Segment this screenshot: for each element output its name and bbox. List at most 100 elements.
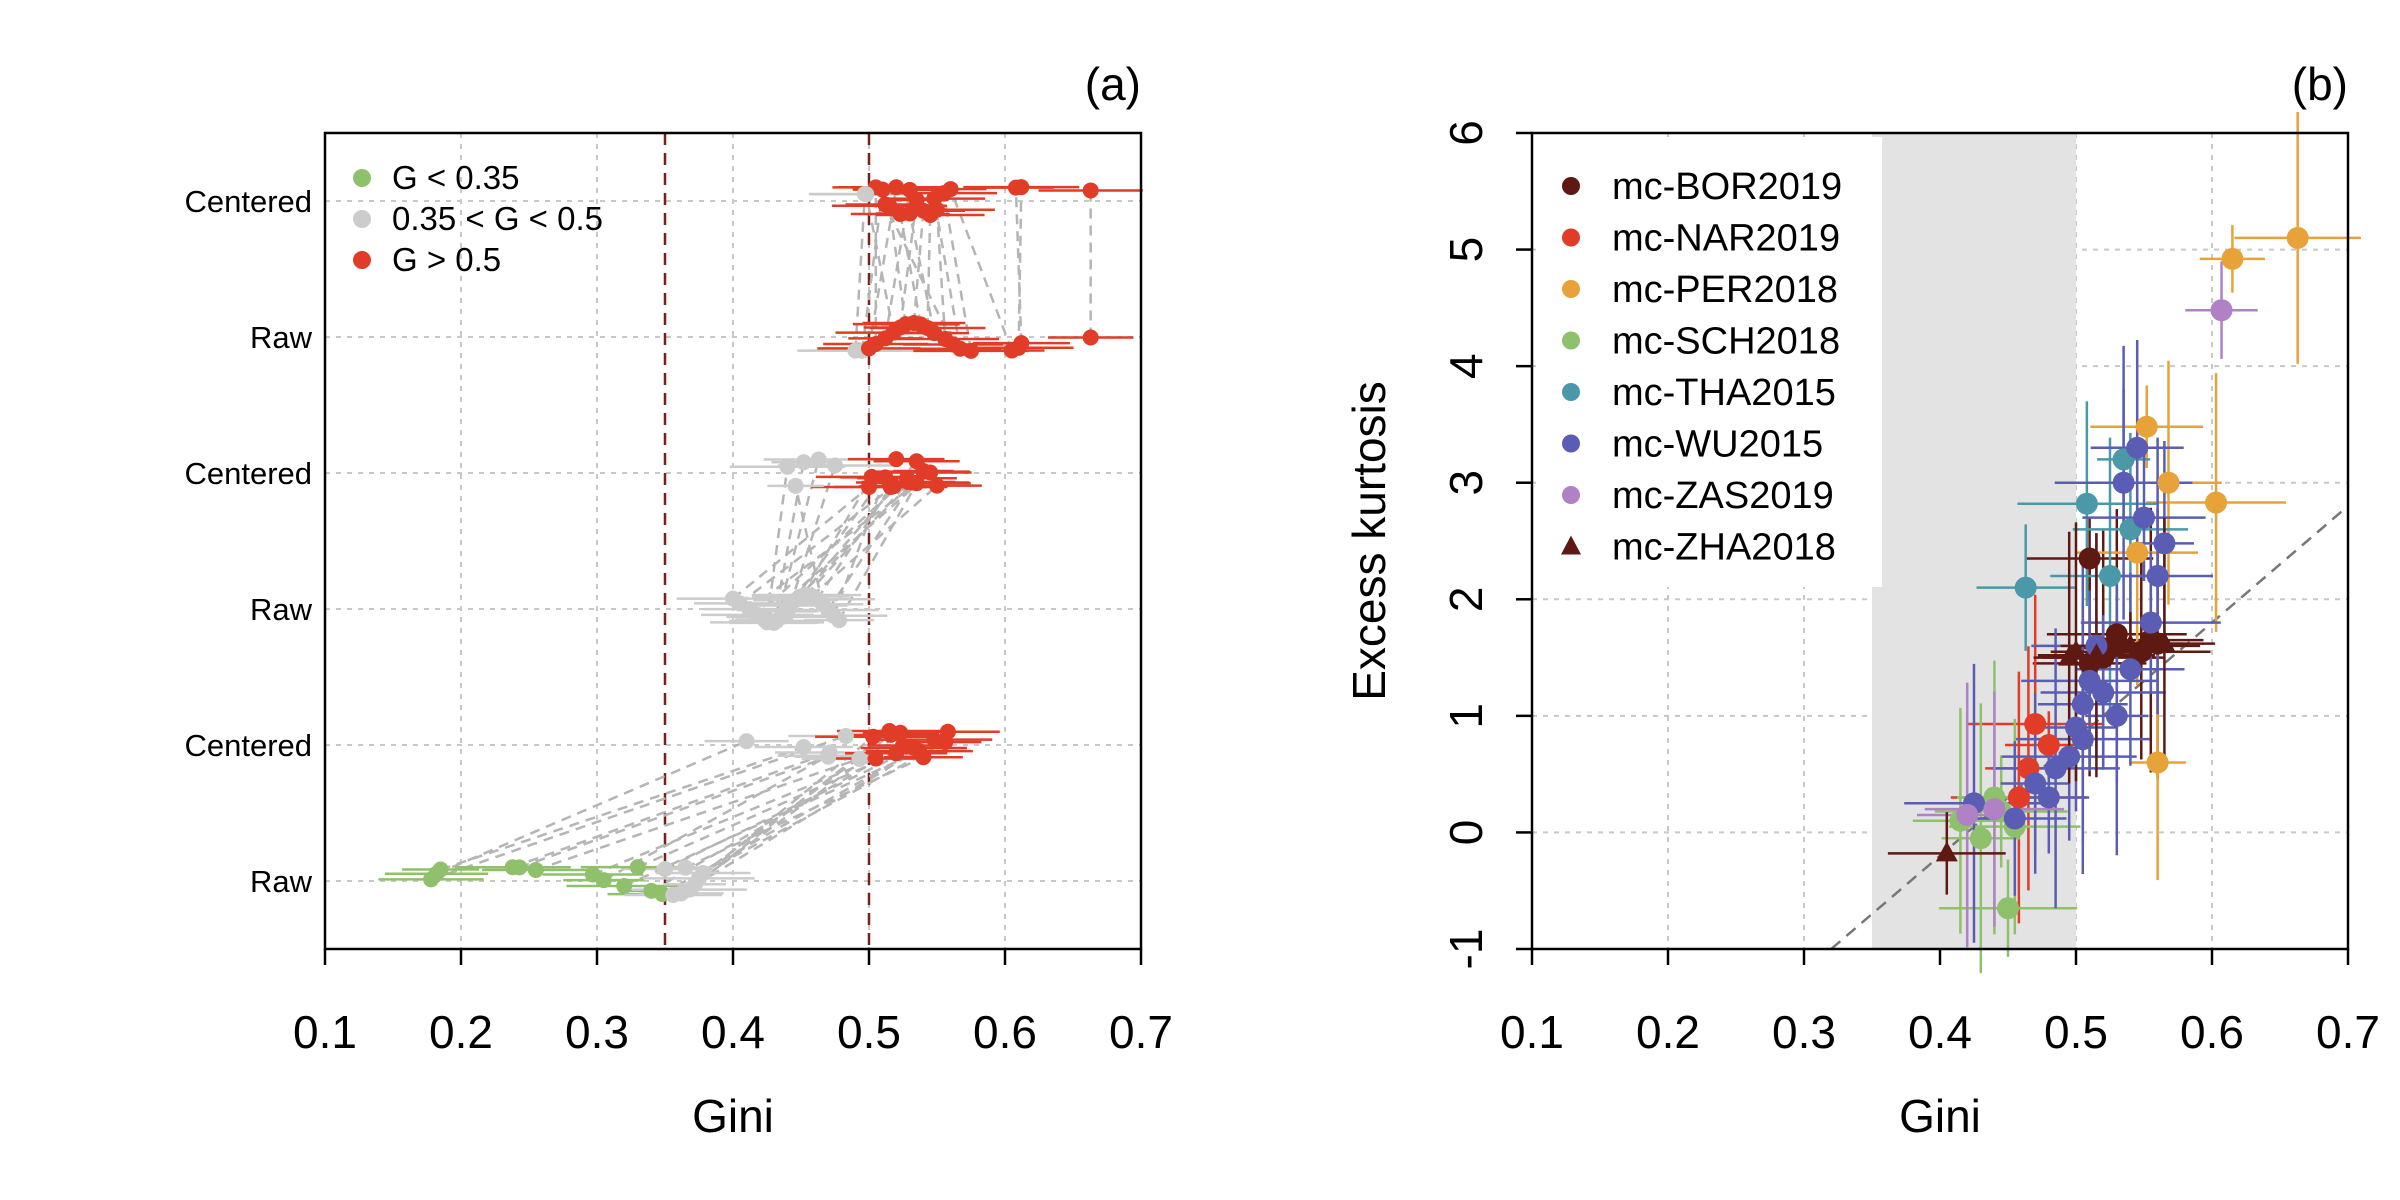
panel-b-point: [2126, 541, 2149, 564]
panel-a-point: [942, 181, 959, 198]
panel-b-x-tick-label: 0.7: [2316, 1006, 2380, 1058]
panel-b-legend-box: [1536, 137, 1882, 587]
panel-b-point: [2024, 713, 2047, 736]
panel-b-point: [2105, 704, 2128, 727]
panel-b-point: [2119, 658, 2142, 681]
panel-b-point: [2133, 506, 2155, 529]
panel-b-point: [2139, 629, 2162, 652]
panel-b-legend-label: mc-ZHA2018: [1612, 527, 1836, 569]
panel-a-point: [831, 612, 848, 629]
panel-a-point: [915, 463, 932, 480]
panel-b-point: [1969, 827, 1992, 850]
panel-b-y-axis-label: Excess kurtosis: [1343, 381, 1395, 701]
panel-a-connector-line: [942, 192, 973, 352]
panel-a-connector-line: [1014, 187, 1023, 344]
panel-a-connector-line: [519, 755, 829, 869]
panel-b-point: [2112, 471, 2135, 494]
panel-b-legend-marker: [1562, 228, 1580, 247]
panel-b-legend-marker: [1562, 331, 1580, 350]
panel-a-point: [695, 864, 712, 881]
panel-a-x-tick-label: 0.7: [1109, 1006, 1173, 1058]
panel-a-points: [423, 179, 1099, 903]
panel-a-connector-line: [832, 476, 887, 617]
panel-a-point: [904, 474, 921, 491]
panel-a-connector-line: [827, 481, 914, 611]
panel-b-point: [2003, 807, 2026, 830]
panel-b-x-tick-label: 0.3: [1772, 1006, 1836, 1058]
panel-b-point: [1983, 798, 2006, 821]
panel-b-y-tick-label: 6: [1440, 120, 1492, 146]
panel-a-connector-line: [935, 209, 947, 340]
panel-a-legend: G < 0.35 0.35 < G < 0.5 G > 0.5: [353, 159, 603, 278]
panel-b-point: [2085, 643, 2108, 664]
panel-b-point: [1997, 897, 2019, 920]
panel-b-legend-label: mc-ZAS2019: [1612, 475, 1834, 517]
panel-a-connector-line: [788, 465, 837, 606]
panel-a-point: [787, 477, 804, 494]
panel-a-connector-line: [512, 751, 830, 869]
panel-a-y-tick-label: Centered: [184, 184, 312, 219]
panel-a-point: [929, 477, 945, 494]
panel-a-legend-marker: [353, 251, 371, 269]
panel-b-x-tick-label: 0.6: [2180, 1006, 2244, 1058]
panel-b-point: [2157, 471, 2180, 494]
panel-a-point: [877, 469, 894, 486]
panel-b-legend-marker: [1562, 383, 1580, 401]
panel-a-point: [851, 750, 868, 767]
panel-b-point: [2024, 772, 2047, 795]
panel-a-point: [1007, 179, 1024, 196]
panel-b-x-axis-label: Gini: [1899, 1090, 1981, 1142]
panel-b-legend-label: mc-WU2015: [1612, 424, 1823, 466]
panel-b-point: [2139, 611, 2162, 634]
panel-b-legend-label: mc-THA2015: [1612, 372, 1836, 414]
panel-a-point: [901, 205, 918, 222]
panel-a-connector-line: [865, 194, 895, 333]
panel-b-point: [2037, 786, 2060, 809]
panel-a-y-tick-label: Raw: [250, 864, 313, 899]
panel-a-legend-label: G < 0.35: [392, 159, 520, 196]
panel-a-point: [865, 728, 882, 745]
panel-a-point: [657, 860, 673, 877]
panel-b-legend-label: mc-SCH2018: [1612, 321, 1840, 363]
panel-a-point: [1013, 335, 1030, 352]
panel-a-x-tick-label: 0.2: [429, 1006, 493, 1058]
panel-a-connector-line: [799, 476, 873, 598]
panel-a-label: (a): [1085, 58, 1141, 110]
panel-a-connector-line: [908, 213, 936, 334]
panel-a-x-tick-label: 0.5: [837, 1006, 901, 1058]
panel-a-legend-marker: [353, 210, 371, 228]
panel-b-point: [2075, 492, 2098, 515]
panel-b: 0.1 0.2 0.3 0.4 0.5 0.6 0.7 -1 0 1 2 3 4 5 6 Gini Exc…: [1343, 58, 2380, 1142]
panel-b-legend-label: mc-NAR2019: [1612, 218, 1840, 260]
panel-a-connector-line: [926, 214, 932, 328]
panel-a-point: [511, 859, 528, 876]
panel-b-point: [2014, 576, 2037, 599]
panel-b-point: [2126, 436, 2149, 459]
panel-a-point: [827, 457, 843, 474]
panel-a-point: [877, 196, 894, 213]
panel-a-error-bars: [378, 185, 1143, 897]
panel-a-y-tick-label: Centered: [184, 728, 312, 763]
panel-b-legend: mc-BOR2019 mc-NAR2019 mc-PER2018 mc-SCH2018…: [1536, 137, 1882, 587]
panel-a-connector-line: [899, 213, 922, 325]
panel-a-connector-line: [664, 746, 915, 871]
panel-b-point: [2078, 547, 2101, 570]
panel-a-connector-line: [794, 485, 824, 605]
panel-a-connector-line: [732, 485, 870, 600]
panel-a-connector-line: [811, 484, 938, 597]
panel-b-legend-label: mc-PER2018: [1612, 269, 1838, 311]
panel-a-point: [677, 859, 694, 876]
panel-a-x-tick-label: 0.6: [973, 1006, 1037, 1058]
panel-a-point: [858, 186, 875, 203]
panel-a-y-tick-label: Raw: [250, 320, 313, 355]
panel-b-y-tick-label: 4: [1440, 353, 1492, 379]
panel-b-point: [2135, 415, 2158, 438]
panel-a-point: [1082, 182, 1099, 199]
panel-a-point: [892, 724, 909, 741]
panel-a-point: [888, 451, 905, 468]
panel-a-connector-line: [698, 735, 874, 880]
panel-a-point: [867, 750, 884, 767]
panel-a-point: [837, 727, 854, 744]
panel-a-connector-line: [912, 210, 925, 324]
